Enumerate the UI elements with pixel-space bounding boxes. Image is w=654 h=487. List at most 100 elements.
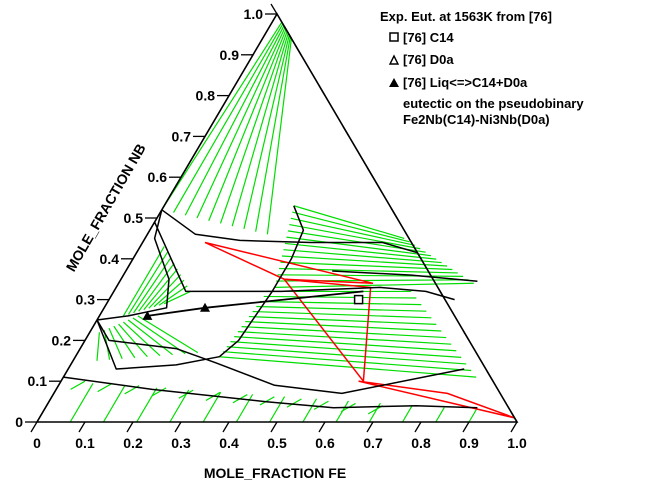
tie-line-1-2 (290, 217, 416, 246)
tick-label-fe-6: 0.6 (315, 435, 335, 451)
three-phase-layer (204, 241, 515, 419)
tick-label-fe-1: 0.1 (75, 435, 95, 451)
tie-line-6-1 (69, 383, 94, 423)
tick-fe-10 (510, 421, 518, 433)
tie-line-4-2 (127, 319, 173, 356)
phase-boundary-c14-mid-upper (332, 270, 478, 282)
tie-line-1-11 (277, 274, 464, 277)
tie-line-6-8 (302, 398, 318, 423)
tick-label-nb-6: 0.6 (148, 169, 168, 185)
tick-label-nb-8: 0.8 (196, 88, 216, 104)
tick-label-nb-4: 0.4 (100, 251, 120, 267)
tie-line-5-8 (286, 398, 302, 408)
phase-boundary-c14-lower (153, 221, 455, 301)
tick-fe-0 (30, 421, 38, 433)
phase-boundaries-layer (63, 25, 478, 409)
legend-marker-open-triangle (388, 54, 400, 65)
tick-right-5 (390, 207, 398, 219)
tick-label-nb-3: 0.3 (76, 292, 96, 308)
tick-fe-2 (126, 421, 134, 433)
tie-line-5-0 (70, 380, 86, 390)
tie-line-6-7 (269, 396, 286, 423)
markers-layer (142, 294, 364, 320)
tie-line-3-4 (143, 268, 178, 311)
tick-right-1 (486, 370, 494, 382)
tie-line-6-4 (169, 389, 190, 423)
tick-label-nb-7: 0.7 (172, 128, 192, 144)
tie-line-6-9 (335, 400, 349, 423)
tick-label-nb-9: 0.9 (220, 47, 240, 63)
tie-line-1-8 (281, 255, 448, 267)
tie-line-0-4 (208, 29, 287, 221)
tie-line-4-0 (137, 315, 199, 354)
tick-right-10 (270, 3, 278, 15)
tie-line-2-5 (248, 315, 437, 325)
tie-line-2-2 (260, 300, 422, 306)
tick-fe-1 (78, 421, 86, 433)
tick-fe-6 (318, 421, 326, 433)
tie-line-2-10 (230, 341, 462, 358)
tie-line-0-8 (255, 36, 291, 232)
tick-label-fe-5: 0.5 (267, 435, 287, 451)
tie-line-1-5 (286, 236, 432, 257)
tie-line-1-0 (293, 205, 405, 239)
tie-line-5-1 (97, 382, 113, 393)
tick-label-fe-10: 1.0 (507, 435, 527, 451)
tick-right-7 (342, 126, 350, 137)
tick-label-fe-0: 0 (33, 435, 41, 451)
tick-label-nb-0: 0 (15, 414, 23, 430)
tick-label-nb-2: 0.2 (52, 332, 72, 348)
tie-line-6-12 (435, 407, 445, 423)
tick-label-fe-4: 0.4 (219, 435, 239, 451)
tick-label-nb-5: 0.5 (124, 210, 144, 226)
axis-title-bottom: MOLE_FRACTION FE (204, 465, 346, 481)
phase-boundary-d0a-lower (63, 376, 478, 409)
tie-line-1-1 (292, 211, 410, 243)
tick-right-9 (294, 44, 302, 56)
tie-line-2-1 (263, 295, 417, 299)
tie-line-4-6 (108, 327, 123, 359)
legend-marker-open-square (389, 32, 399, 42)
marker-eutectic-1 (200, 302, 210, 312)
tick-right-6 (366, 166, 374, 178)
tie-line-6-3 (136, 387, 158, 423)
tick-fe-5 (270, 421, 278, 433)
tie-line-3-5 (138, 263, 175, 312)
tie-line-0-1 (173, 23, 284, 213)
tick-right-0 (510, 411, 518, 423)
tie-line-4-8 (96, 332, 100, 361)
tie-line-3-3 (148, 274, 182, 309)
tie-line-0-5 (219, 31, 288, 224)
tick-label-fe-8: 0.8 (411, 435, 431, 451)
tick-label-fe-9: 0.9 (459, 435, 479, 451)
tick-right-8 (318, 85, 326, 96)
tick-fe-4 (222, 421, 230, 433)
tie-line-2-8 (237, 331, 452, 345)
legend-entry-c14: [76] C14 (403, 30, 454, 45)
legend-marker-filled-triangle (389, 78, 399, 87)
tie-line-3-8 (122, 246, 165, 317)
tie-line-6-13 (468, 409, 477, 423)
tick-fe-9 (462, 421, 470, 433)
tick-label-nb-1: 0.1 (28, 373, 48, 389)
legend-title: Exp. Eut. at 1563K from [76] (380, 9, 552, 24)
tick-fe-3 (174, 421, 182, 433)
phase-boundary-c14-upper (161, 209, 418, 254)
tick-right-3 (438, 289, 446, 300)
tie-line-5-3 (151, 387, 167, 397)
tick-fe-8 (414, 421, 422, 433)
tie-line-3-7 (127, 251, 169, 315)
tie-line-3-0 (163, 290, 191, 305)
tie-line-0-9 (266, 38, 292, 235)
tick-label-fe-2: 0.2 (123, 435, 143, 451)
three-phase-triangle-2 (358, 380, 515, 419)
phase-boundary-liquid-right (96, 205, 305, 370)
tie-line-6-2 (102, 385, 126, 423)
tick-label-fe-7: 0.7 (363, 435, 383, 451)
tick-fe-7 (366, 421, 374, 433)
tie-line-2-6 (245, 320, 442, 332)
tie-line-6-6 (235, 394, 254, 423)
tie-line-2-13 (219, 356, 477, 378)
legend-note-line-1: eutectic on the pseudobinary (403, 96, 584, 111)
tick-label-nb-10: 1.0 (244, 6, 264, 22)
